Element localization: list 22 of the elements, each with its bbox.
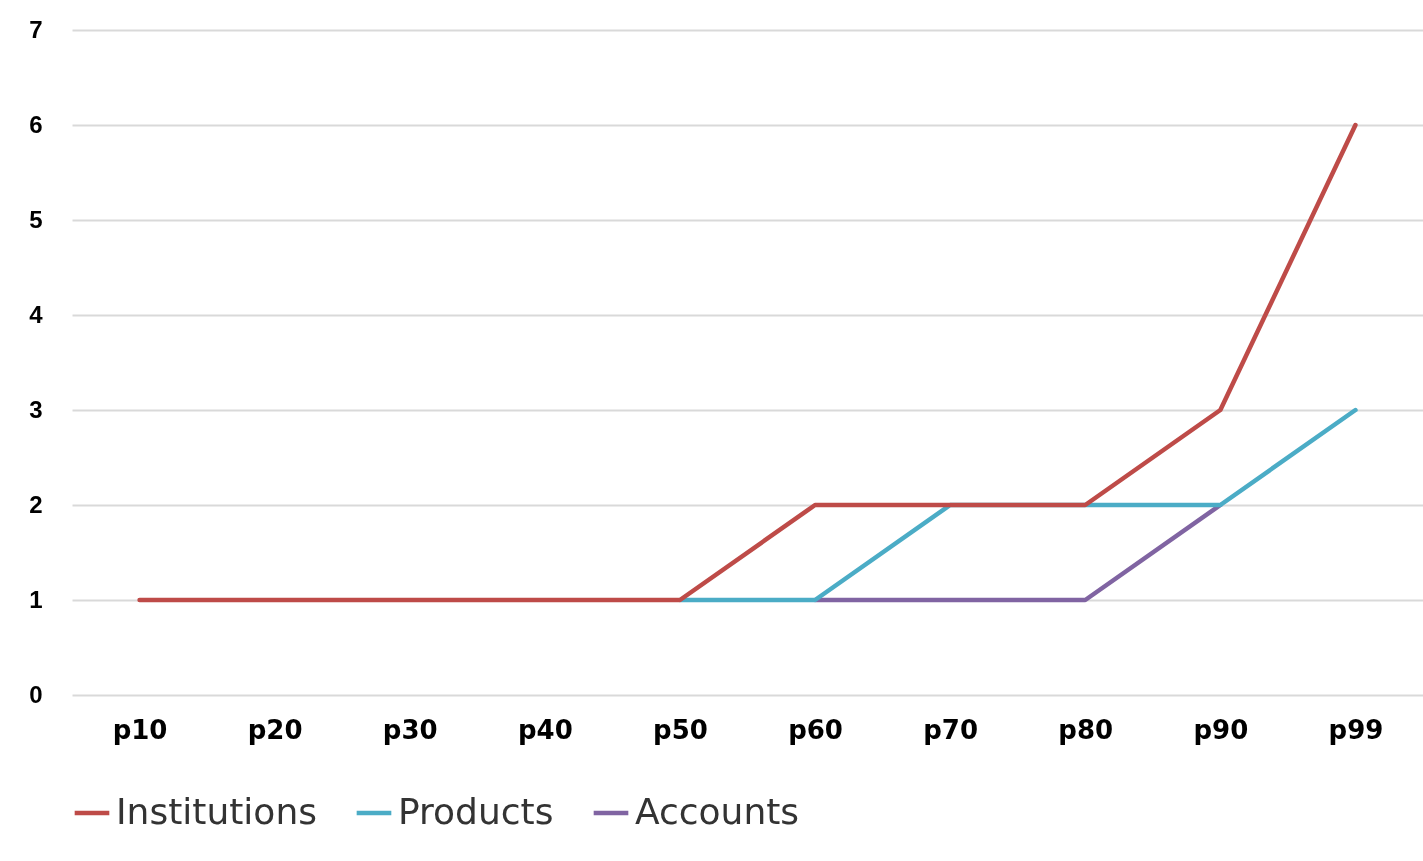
legend-label: Accounts xyxy=(635,791,800,832)
y-tick-label: 2 xyxy=(29,490,43,518)
x-tick-label: p70 xyxy=(923,714,979,745)
x-tick-label: p50 xyxy=(653,714,708,745)
y-tick-label: 3 xyxy=(29,395,43,423)
y-tick-label: 7 xyxy=(29,15,43,43)
legend-label: Products xyxy=(398,791,554,832)
x-tick-label: p90 xyxy=(1193,714,1249,745)
y-tick-label: 6 xyxy=(29,110,43,138)
line-series xyxy=(137,122,1358,603)
legend-label: Institutions xyxy=(116,791,317,832)
x-tick-label: p30 xyxy=(382,714,438,745)
y-tick-label: 1 xyxy=(29,585,43,613)
x-tick-label: p20 xyxy=(247,714,303,745)
y-tick-label: 5 xyxy=(29,205,43,233)
x-tick-label: p80 xyxy=(1058,714,1114,745)
x-tick-label: p60 xyxy=(788,714,843,745)
x-tick-label: p40 xyxy=(517,714,573,745)
y-tick-label: 4 xyxy=(29,300,44,328)
x-tick-label: p99 xyxy=(1328,714,1384,745)
x-tick-label: p10 xyxy=(112,714,168,745)
y-tick-label: 0 xyxy=(29,680,43,708)
